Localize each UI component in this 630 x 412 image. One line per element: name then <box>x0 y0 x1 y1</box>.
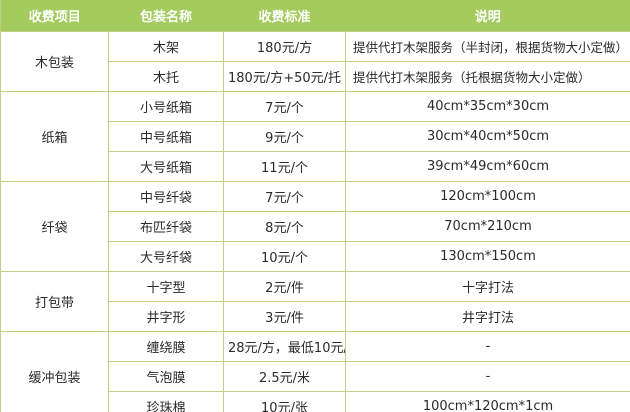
note-cell: - <box>345 360 630 392</box>
category-cell: 纸箱 <box>0 90 109 182</box>
price-cell: 7元/个 <box>223 180 346 212</box>
price-cell: 11元/个 <box>223 150 346 182</box>
package-name-cell: 木架 <box>108 30 224 62</box>
table-row: 纸箱 小号纸箱 7元/个 40cm*35cm*30cm <box>0 90 630 182</box>
category-cell: 打包带 <box>0 270 109 332</box>
table-row: 布匹纤袋 8元/个 70cm*210cm <box>1 210 630 242</box>
header-row: 收费项目 包装名称 收费标准 说明 <box>0 0 630 31</box>
note-cell: 提供代打木架服务（托根据货物大小定做） <box>345 60 630 92</box>
package-name-cell: 小号纸箱 <box>108 90 224 122</box>
table-row: 大号纸箱 11元/个 39cm*49cm*60cm <box>1 150 630 182</box>
package-name-cell: 气泡膜 <box>108 360 224 392</box>
price-cell: 3元/件 <box>223 300 346 332</box>
price-cell: 180元/方 <box>223 30 346 62</box>
table-row: 缓冲包装 缠绕膜 28元/方，最低10元/票 - <box>0 330 630 412</box>
table-row: 纤袋 中号纤袋 7元/个 120cm*100cm <box>0 180 630 272</box>
price-cell: 9元/个 <box>223 120 346 152</box>
package-name-cell: 井字形 <box>108 300 224 332</box>
header-charge-standard: 收费标准 <box>223 0 346 31</box>
note-cell: 39cm*49cm*60cm <box>345 150 630 182</box>
price-cell: 180元/方+50元/托 <box>223 60 346 92</box>
table-row: 气泡膜 2.5元/米 - <box>1 360 630 392</box>
price-cell: 8元/个 <box>223 210 346 242</box>
package-name-cell: 缠绕膜 <box>108 330 224 362</box>
table-header: 收费项目 包装名称 收费标准 说明 <box>0 0 630 31</box>
package-name-cell: 十字型 <box>108 270 224 302</box>
table-row: 木包装 木架 180元/方 提供代打木架服务（半封闭，根据货物大小定做） <box>0 30 630 92</box>
note-cell: 100cm*120cm*1cm <box>345 390 630 412</box>
note-cell: - <box>345 330 630 362</box>
note-cell: 30cm*40cm*50cm <box>345 120 630 152</box>
package-name-cell: 大号纸箱 <box>108 150 224 182</box>
category-cell: 木包装 <box>0 30 109 92</box>
note-cell: 井字打法 <box>345 300 630 332</box>
table-row: 打包带 十字型 2元/件 十字打法 <box>0 270 630 332</box>
category-cell: 纤袋 <box>0 180 109 272</box>
note-cell: 提供代打木架服务（半封闭，根据货物大小定做） <box>345 30 630 62</box>
price-cell: 2.5元/米 <box>223 360 346 392</box>
price-cell: 10元/个 <box>223 240 346 272</box>
header-description: 说明 <box>345 0 630 31</box>
package-name-cell: 布匹纤袋 <box>108 210 224 242</box>
table-row: 珍珠棉 10元/张 100cm*120cm*1cm <box>1 390 630 412</box>
category-cell: 缓冲包装 <box>0 330 109 412</box>
note-cell: 70cm*210cm <box>345 210 630 242</box>
package-name-cell: 珍珠棉 <box>108 390 224 412</box>
header-charge-item: 收费项目 <box>0 0 109 31</box>
note-cell: 十字打法 <box>345 270 630 302</box>
table-body: 木包装 木架 180元/方 提供代打木架服务（半封闭，根据货物大小定做） 木托 … <box>0 30 630 412</box>
note-cell: 120cm*100cm <box>345 180 630 212</box>
package-name-cell: 中号纤袋 <box>108 180 224 212</box>
header-package-name: 包装名称 <box>108 0 224 31</box>
package-name-cell: 中号纸箱 <box>108 120 224 152</box>
price-cell: 28元/方，最低10元/票 <box>223 330 346 362</box>
note-cell: 40cm*35cm*30cm <box>345 90 630 122</box>
price-cell: 10元/张 <box>223 390 346 412</box>
table-row: 大号纤袋 10元/个 130cm*150cm <box>1 240 630 272</box>
package-name-cell: 大号纤袋 <box>108 240 224 272</box>
note-cell: 130cm*150cm <box>345 240 630 272</box>
table-row: 中号纸箱 9元/个 30cm*40cm*50cm <box>1 120 630 152</box>
package-name-cell: 木托 <box>108 60 224 92</box>
price-cell: 7元/个 <box>223 90 346 122</box>
price-cell: 2元/件 <box>223 270 346 302</box>
